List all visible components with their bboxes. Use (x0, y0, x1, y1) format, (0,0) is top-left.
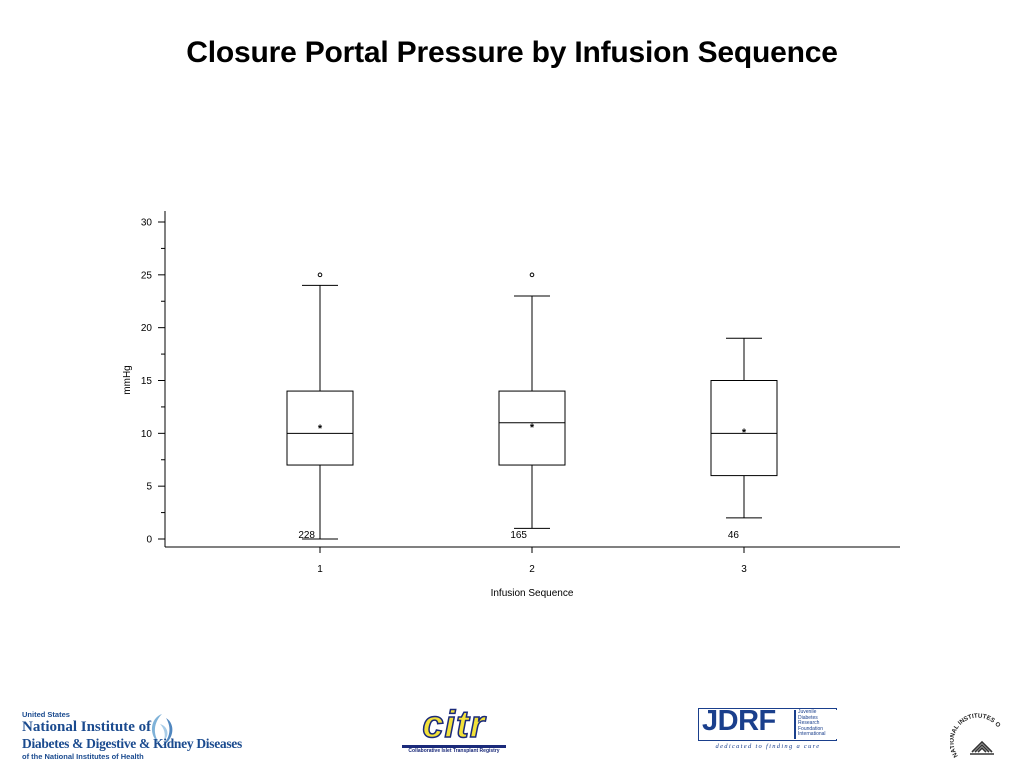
jdrf-side-line: Diabetes (798, 714, 818, 721)
sample-size-label: 228 (298, 530, 315, 541)
jdrf-side-line: Foundation (798, 725, 824, 732)
y-tick-label: 20 (141, 323, 153, 334)
outlier-point (529, 272, 535, 278)
y-tick-label: 0 (146, 535, 152, 546)
boxplot-chart: * 228 * 165 * 46 0 5 10 15 20 25 30 1 2 3 Infusion Sequ… (122, 211, 900, 600)
y-tick-label: 15 (141, 376, 153, 387)
chart-labels: 0 5 10 15 20 25 30 1 2 3 Infusion Sequence mmHg (122, 218, 747, 600)
niddk-line4: of the National Institutes of Health (22, 752, 144, 761)
citr-wordmark: citr (422, 703, 486, 747)
nih-logo-icon: NATIONAL INSTITUTES OF HEALTH (950, 712, 1002, 759)
sample-size-label: 46 (728, 530, 740, 541)
jdrf-side-line: Juvenile (798, 709, 817, 715)
jdrf-side-text: Juvenile Diabetes Research Foundation In… (794, 709, 838, 739)
y-tick-label: 10 (141, 429, 153, 440)
x-axis-title: Infusion Sequence (491, 588, 574, 599)
box-group-1: * 228 (286, 272, 354, 541)
y-axis-title: mmHg (122, 365, 133, 394)
outlier-point (317, 272, 323, 278)
jdrf-logo: JDRF Juvenile Diabetes Research Foundati… (698, 705, 838, 754)
citr-logo: citr Collaborative Islet Transplant Regi… (402, 703, 506, 754)
slide-title: Closure Portal Pressure by Infusion Sequ… (186, 36, 838, 69)
citr-subtitle: Collaborative Islet Transplant Registry (408, 748, 500, 754)
niddk-swirl-icon (151, 714, 173, 746)
mean-marker: * (530, 422, 535, 434)
chart-axes (158, 211, 900, 553)
y-tick-label: 5 (146, 482, 152, 493)
y-tick-label: 25 (141, 270, 153, 281)
x-tick-label: 2 (529, 564, 535, 575)
mean-marker: * (742, 427, 747, 439)
chart-boxes: * 228 * 165 * 46 (286, 272, 778, 541)
citr-underline (402, 745, 506, 748)
sample-size-label: 165 (510, 530, 527, 541)
y-tick-label: 30 (141, 218, 153, 229)
jdrf-side-line: Research (798, 720, 820, 727)
mean-marker: * (318, 423, 323, 435)
niddk-line2: National Institute of (22, 719, 152, 735)
x-tick-label: 3 (741, 564, 747, 575)
box-group-3: * 46 (710, 337, 778, 541)
box-group-2: * 165 (498, 272, 566, 541)
niddk-line1: United States (22, 710, 70, 719)
jdrf-side-line: International (798, 731, 826, 738)
jdrf-tagline: dedicated to finding a cure (715, 743, 821, 750)
x-tick-label: 1 (317, 564, 323, 575)
niddk-line3: Diabetes & Digestive & Kidney Diseases (22, 736, 242, 751)
jdrf-wordmark: JDRF (702, 705, 776, 737)
niddk-logo: United States National Institute of Diab… (22, 710, 244, 761)
